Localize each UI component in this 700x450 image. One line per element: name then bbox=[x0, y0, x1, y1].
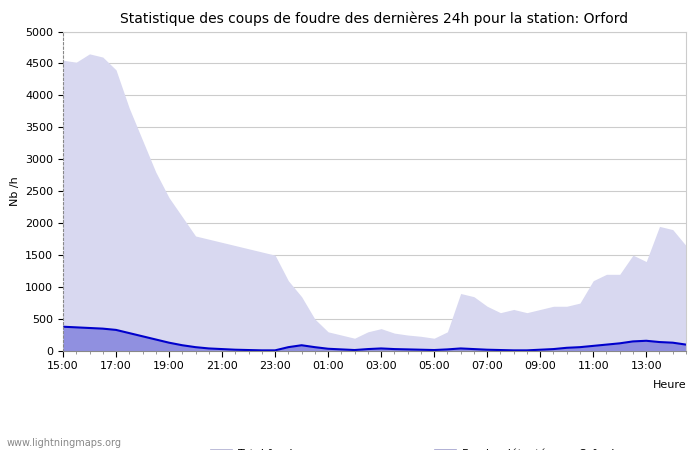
Legend: Total foudre, Moyenne de toutes les stations, Foudre détectée par Orford: Total foudre, Moyenne de toutes les stat… bbox=[206, 444, 619, 450]
Y-axis label: Nb /h: Nb /h bbox=[10, 176, 20, 206]
Text: Heure: Heure bbox=[652, 380, 686, 390]
Text: www.lightningmaps.org: www.lightningmaps.org bbox=[7, 438, 122, 448]
Title: Statistique des coups de foudre des dernières 24h pour la station: Orford: Statistique des coups de foudre des dern… bbox=[120, 12, 629, 26]
